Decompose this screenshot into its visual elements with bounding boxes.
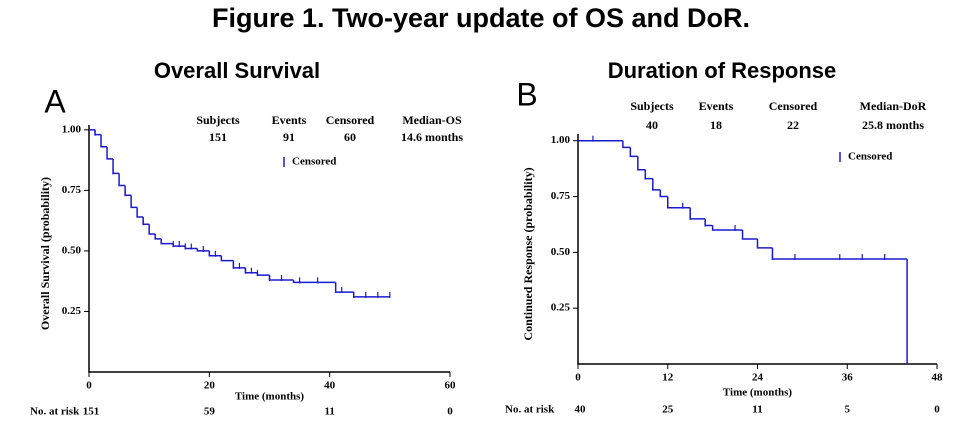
step [112,158,120,175]
step [667,196,691,209]
step [629,147,638,158]
stat-value: 22 [787,118,799,132]
stat-header: Events [272,113,307,127]
axes [577,134,937,365]
step [334,282,354,293]
step [160,238,174,245]
step [118,173,126,187]
stat-value: 40 [646,118,658,132]
panel-label: A [44,83,66,119]
legend-label: Censored [292,156,336,168]
step [756,238,773,249]
step [94,129,102,136]
y-axis-label: Continued Response (probability) [521,167,535,340]
step [220,255,234,262]
x-tick-label: 36 [842,372,854,384]
risk-value: 5 [845,404,851,416]
y-tick-label: 0.25 [551,302,571,314]
step [689,207,706,220]
step [652,178,661,191]
risk-value: 59 [204,406,216,418]
x-axis-label: Time (months) [235,391,304,403]
step [711,225,743,231]
axes [88,125,450,373]
y-tick-label: 0.50 [62,244,82,256]
x-tick-label: 48 [932,372,944,384]
x-tick-label: 12 [662,372,674,384]
stat-header: Events [699,99,734,113]
stat-header: Censored [769,99,818,113]
risk-label: No. at risk [30,406,80,418]
chart-title: Duration of Response [608,58,837,83]
step [106,146,114,160]
risk-value: 11 [752,404,762,416]
stat-header: Censored [326,113,375,127]
y-tick-label: 0.75 [551,190,571,202]
step [704,218,713,227]
step [130,195,138,209]
figure-title: Figure 1. Two-year update of OS and DoR. [212,3,750,33]
step [352,292,390,298]
stat-value: 60 [344,130,356,144]
step [622,140,631,149]
step [208,250,222,257]
risk-value: 25 [662,404,674,416]
x-tick-label: 40 [324,380,336,392]
stat-value: 18 [710,118,722,132]
x-tick-label: 24 [752,372,764,384]
step [142,217,150,226]
stat-header: Median-OS [402,113,462,127]
risk-value: 0 [934,404,940,416]
step [292,279,336,284]
step [196,248,210,252]
y-tick-label: 0.25 [62,305,82,317]
risk-value: 11 [324,406,334,418]
step [136,207,144,218]
step [100,134,108,148]
stat-header: Subjects [196,113,240,127]
step [256,272,270,276]
stat-header: Subjects [630,99,674,113]
y-tick-label: 0.75 [62,184,82,196]
y-tick-label: 0.50 [551,246,571,258]
step [659,189,668,198]
step [154,233,162,240]
risk-label: No. at risk [505,404,555,416]
risk-value: 151 [83,406,100,418]
legend-label: Censored [848,151,892,163]
x-tick-label: 0 [575,372,581,384]
step [637,156,646,171]
risk-value: 0 [447,406,453,418]
x-tick-label: 0 [86,380,92,392]
stat-value: 91 [283,130,295,144]
x-axis-label: Time (months) [723,387,792,399]
stat-header: Median-DoR [860,99,927,113]
step [124,185,132,196]
chart-title: Overall Survival [154,58,320,83]
stat-value: 25.8 months [862,118,924,132]
stat-value: 151 [209,130,227,144]
step [644,169,653,180]
panel-label: B [516,76,537,112]
y-axis-label: Overall Survival (probability) [38,177,52,330]
x-tick-label: 60 [445,380,457,392]
y-tick-label: 1.00 [551,134,571,146]
step [148,224,156,235]
y-tick-label: 1.00 [62,123,82,135]
risk-value: 40 [575,404,587,416]
x-tick-label: 20 [204,380,216,392]
step [741,230,758,240]
stat-value: 14.6 months [401,130,463,144]
